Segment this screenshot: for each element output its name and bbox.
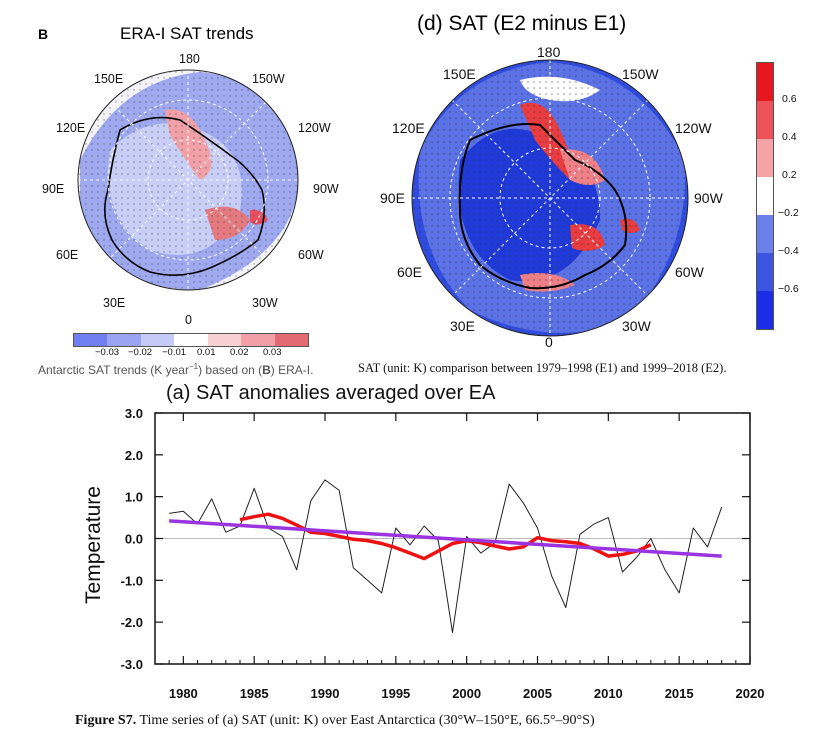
left-cb-tick: −0.03 — [95, 347, 120, 358]
left-colorbar — [73, 333, 309, 347]
left-polar-map — [77, 69, 299, 291]
y-tick-label: 3.0 — [125, 406, 143, 421]
cb-seg — [757, 253, 773, 291]
left-lon-0: 0 — [185, 313, 192, 327]
right-lon-0: 0 — [545, 334, 553, 350]
figure-caption: Figure S7. Time series of (a) SAT (unit:… — [75, 713, 595, 729]
x-tick-label: 2020 — [736, 686, 765, 701]
right-map-title: (d) SAT (E2 minus E1) — [417, 12, 627, 35]
right-polar-map — [411, 59, 689, 337]
caption-bold: B — [262, 363, 271, 377]
y-tick-label: -1.0 — [121, 573, 143, 588]
right-neutral-patch-2 — [650, 292, 688, 336]
right-lon-90w: 90W — [694, 190, 723, 206]
panel-letter: B — [38, 26, 49, 42]
chart-title: (a) SAT anomalies averaged over EA — [166, 382, 496, 404]
left-lon-150w: 150W — [252, 72, 285, 86]
right-cb-tick: −0.2 — [778, 207, 799, 219]
time-series-chart: Temperature 3.0 2.0 1.0 0.0 -1.0 -2.0 -3.0 1980… — [82, 406, 765, 701]
right-lon-90e: 90E — [380, 190, 405, 206]
right-cb-tick: 0.4 — [782, 131, 797, 143]
caption-part: ) ERA-I. — [270, 363, 314, 377]
right-lon-120w: 120W — [675, 120, 712, 136]
y-axis-label: Temperature — [82, 486, 105, 604]
left-cb-tick: −0.01 — [162, 347, 187, 358]
right-lon-120e: 120E — [392, 120, 425, 136]
x-tick-label: 1990 — [311, 686, 340, 701]
linear-trend-line — [169, 519, 722, 558]
right-lon-30e: 30E — [450, 318, 475, 334]
right-lon-150e: 150E — [443, 66, 476, 82]
cb-seg — [140, 334, 175, 346]
left-lon-60w: 60W — [298, 248, 324, 262]
left-map-border — [77, 69, 299, 291]
left-cb-tick: 0.03 — [263, 347, 282, 358]
x-tick-label: 2005 — [523, 686, 552, 701]
left-map-caption: Antarctic SAT trends (K year−1) based on… — [38, 362, 313, 377]
left-lon-30e: 30E — [103, 296, 126, 310]
figure-caption-label: Figure S7. — [75, 713, 137, 728]
right-lon-60w: 60W — [675, 264, 704, 280]
y-tick-label: 0.0 — [125, 532, 143, 547]
cb-seg — [757, 291, 773, 329]
cb-seg — [757, 63, 773, 101]
running-mean-line — [239, 512, 652, 561]
right-lon-180: 180 — [537, 44, 561, 60]
y-tick-label: 2.0 — [125, 448, 143, 463]
right-cb-tick: −0.6 — [778, 283, 799, 295]
x-tick-label: 2010 — [594, 686, 623, 701]
y-tick-label: -3.0 — [121, 657, 143, 672]
figure-caption-text: Time series of (a) SAT (unit: K) over Ea… — [136, 713, 595, 728]
right-cb-tick: 0.6 — [782, 93, 797, 105]
right-lon-30w: 30W — [622, 318, 651, 334]
left-cb-tick: 0.01 — [197, 347, 216, 358]
left-lon-90e: 90E — [42, 182, 65, 196]
annual-anomaly-line — [169, 479, 723, 634]
cb-seg — [107, 334, 141, 346]
left-cb-tick: −0.02 — [128, 347, 153, 358]
left-lon-150e: 150E — [94, 72, 124, 86]
left-lon-90w: 90W — [313, 182, 339, 196]
left-lon-30w: 30W — [252, 296, 278, 310]
x-tick-label: 2015 — [665, 686, 694, 701]
left-cb-tick: 0.02 — [230, 347, 249, 358]
y-tick-label: -2.0 — [121, 615, 143, 630]
right-colorbar — [756, 62, 774, 330]
right-lon-60e: 60E — [397, 264, 422, 280]
cb-seg — [757, 177, 773, 215]
x-tick-label: 1985 — [240, 686, 269, 701]
cb-seg — [174, 334, 208, 346]
x-tick-label: 2000 — [452, 686, 481, 701]
y-tick-label: 1.0 — [125, 490, 143, 505]
left-lon-60e: 60E — [56, 248, 79, 262]
cb-seg — [207, 334, 242, 346]
right-cb-tick: 0.2 — [782, 169, 797, 181]
cb-seg — [757, 215, 773, 253]
right-map-border — [411, 59, 689, 337]
caption-part: Antarctic SAT trends (K year — [38, 363, 189, 377]
left-lon-180: 180 — [179, 52, 200, 66]
right-map-caption: SAT (unit: K) comparison between 1979–19… — [358, 361, 727, 375]
left-map-title: ERA-I SAT trends — [120, 24, 254, 43]
left-lon-120e: 120E — [56, 121, 86, 135]
right-antarctica-coastline — [458, 123, 628, 290]
cb-seg — [74, 334, 108, 346]
cb-seg — [241, 334, 275, 346]
right-lon-150w: 150W — [622, 66, 659, 82]
caption-exponent: −1 — [188, 362, 199, 371]
left-lon-120w: 120W — [298, 121, 331, 135]
caption-part: ) based on ( — [198, 363, 263, 377]
left-antarctica-coastline — [104, 116, 266, 276]
right-cb-tick: −0.4 — [778, 245, 799, 257]
x-tick-label: 1995 — [381, 686, 410, 701]
cb-seg — [757, 139, 773, 177]
cb-seg — [274, 334, 308, 346]
x-tick-label: 1980 — [169, 686, 198, 701]
cb-seg — [757, 101, 773, 139]
